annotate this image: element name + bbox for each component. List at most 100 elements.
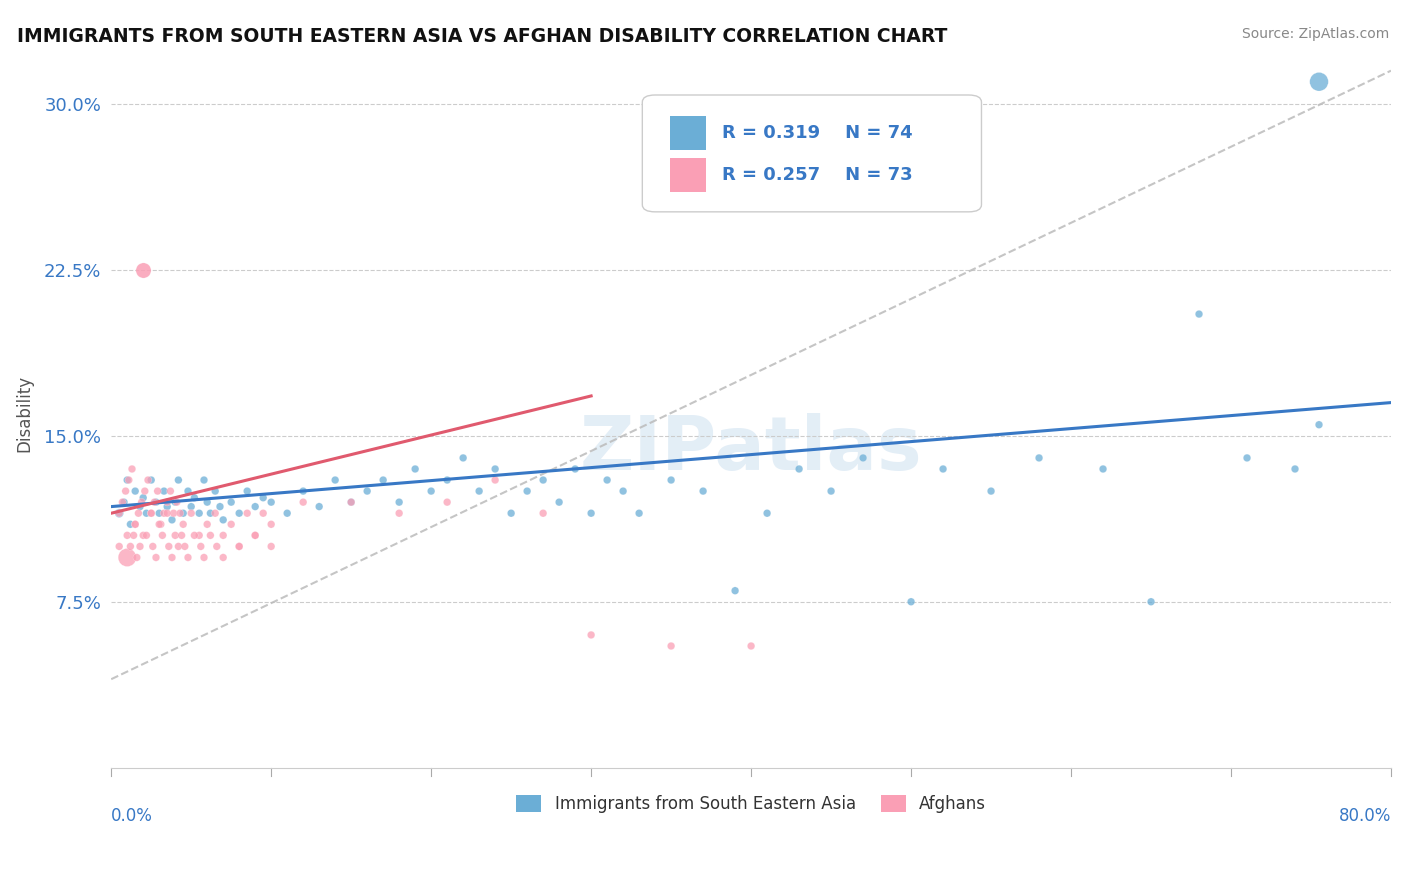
Point	[108, 506, 131, 520]
Point	[131, 495, 153, 509]
Point	[692, 484, 714, 499]
Point	[115, 528, 138, 542]
Point	[236, 506, 259, 520]
Point	[122, 528, 145, 542]
Point	[146, 484, 169, 499]
Point	[183, 491, 205, 505]
Point	[724, 583, 747, 598]
Point	[740, 639, 762, 653]
Point	[153, 484, 176, 499]
Point	[152, 528, 174, 542]
Point	[260, 540, 283, 554]
Point	[136, 473, 159, 487]
Point	[121, 462, 143, 476]
Point	[1308, 75, 1330, 89]
Point	[1236, 450, 1258, 465]
Point	[132, 491, 155, 505]
Point	[1308, 417, 1330, 432]
Point	[173, 540, 195, 554]
Point	[200, 506, 222, 520]
Point	[112, 495, 135, 509]
Point	[156, 506, 179, 520]
Point	[756, 506, 779, 520]
Point	[596, 473, 619, 487]
Point	[236, 484, 259, 499]
Point	[141, 506, 163, 520]
Text: R = 0.257    N = 73: R = 0.257 N = 73	[721, 166, 912, 184]
Text: 0.0%: 0.0%	[111, 806, 153, 824]
Point	[165, 495, 187, 509]
Point	[120, 540, 142, 554]
Point	[135, 506, 157, 520]
Point	[340, 495, 363, 509]
Point	[148, 506, 170, 520]
Point	[108, 506, 131, 520]
Point	[501, 506, 523, 520]
Point	[111, 495, 134, 509]
Point	[160, 513, 183, 527]
Point	[156, 500, 179, 514]
Point	[252, 506, 274, 520]
Point	[195, 495, 218, 509]
Point	[219, 517, 242, 532]
Point	[180, 506, 202, 520]
Point	[1092, 462, 1115, 476]
Point	[166, 495, 188, 509]
Point	[204, 484, 226, 499]
Point	[165, 528, 187, 542]
Point	[243, 500, 266, 514]
Point	[243, 528, 266, 542]
Point	[108, 540, 131, 554]
Point	[276, 506, 298, 520]
Point	[195, 517, 218, 532]
Point	[142, 540, 165, 554]
Point	[612, 484, 634, 499]
Point	[548, 495, 571, 509]
Point	[114, 484, 136, 499]
Point	[659, 473, 682, 487]
FancyBboxPatch shape	[643, 95, 981, 211]
Point	[404, 462, 426, 476]
Point	[388, 495, 411, 509]
Point	[484, 462, 506, 476]
Point	[143, 495, 166, 509]
Point	[180, 500, 202, 514]
Point	[388, 506, 411, 520]
Point	[228, 540, 250, 554]
Point	[153, 506, 176, 520]
Point	[260, 495, 283, 509]
Point	[141, 473, 163, 487]
Bar	[671, 158, 706, 192]
Point	[167, 473, 190, 487]
Point	[190, 540, 212, 554]
Point	[145, 550, 167, 565]
Point	[628, 506, 651, 520]
Point	[219, 495, 242, 509]
Point	[820, 484, 842, 499]
Point	[127, 506, 149, 520]
Point	[120, 517, 142, 532]
Point	[148, 517, 170, 532]
Point	[373, 473, 395, 487]
Point	[1140, 595, 1163, 609]
Point	[156, 495, 179, 509]
Point	[212, 550, 235, 565]
Point	[260, 517, 283, 532]
Point	[208, 500, 231, 514]
Point	[852, 450, 875, 465]
Point	[356, 484, 378, 499]
Point	[204, 506, 226, 520]
Y-axis label: Disability: Disability	[15, 376, 32, 452]
Point	[564, 462, 586, 476]
Point	[188, 528, 211, 542]
Point	[167, 540, 190, 554]
Point	[252, 491, 274, 505]
Point	[980, 484, 1002, 499]
Point	[118, 473, 141, 487]
Point	[129, 500, 152, 514]
Point	[132, 528, 155, 542]
Point	[659, 639, 682, 653]
Point	[177, 484, 200, 499]
Point	[787, 462, 810, 476]
Point	[292, 495, 315, 509]
